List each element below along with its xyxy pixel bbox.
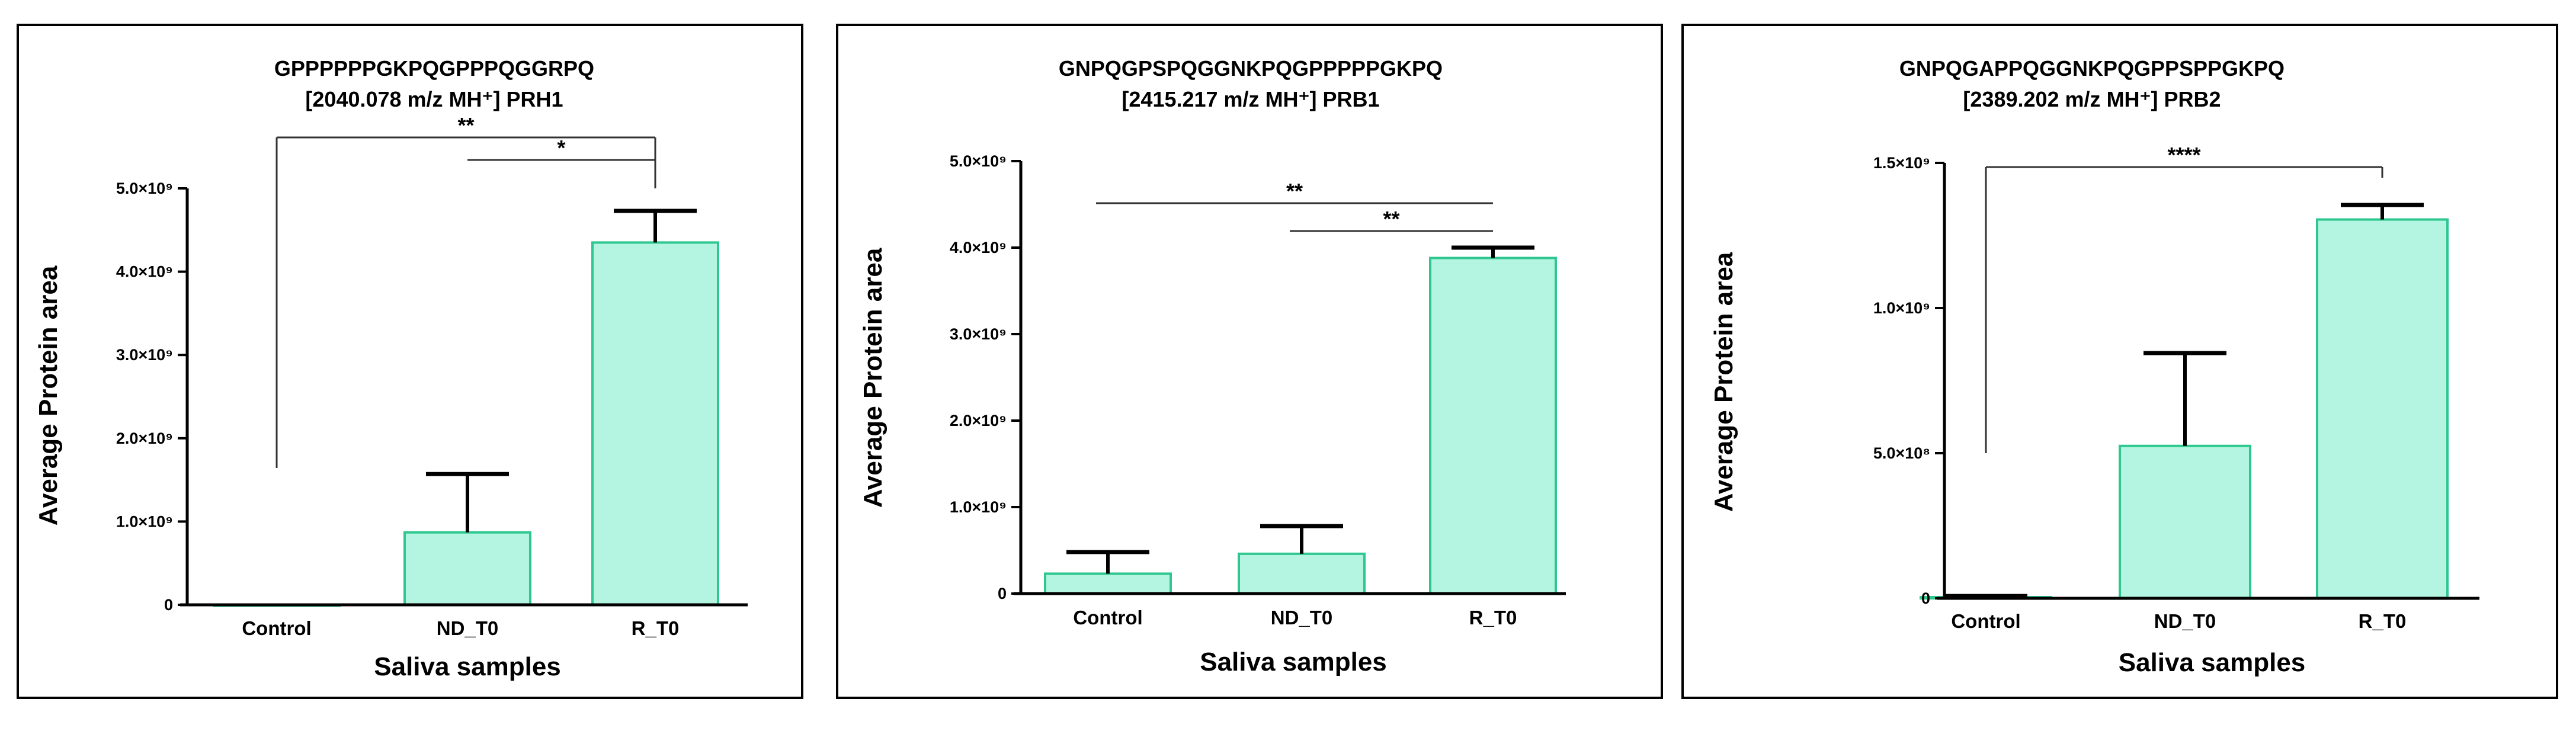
bar-nd-t0 <box>403 531 531 606</box>
y-tick-label: 4.0×10⁹ <box>116 263 173 281</box>
x-tick-label: ND_T0 <box>1271 607 1333 629</box>
significance-label: * <box>557 136 565 160</box>
x-tick-label: Control <box>1951 610 2020 632</box>
chart-title: GNPQGAPPQGGNKPQGPPSPPGKPQ <box>1899 56 2285 81</box>
bar-nd-t0 <box>1238 552 1366 595</box>
chart-panel-3: GNPQGAPPQGGNKPQGPPSPPGKPQ [2389.202 m/z M… <box>1681 24 2558 699</box>
significance-label: ** <box>1383 207 1399 231</box>
panel-frame <box>1681 24 2558 699</box>
chart-title: GPPPPPPGKPQGPPPQGGRPQ <box>274 56 594 81</box>
bar-control <box>1044 572 1172 595</box>
x-tick-label: ND_T0 <box>437 617 499 639</box>
y-tick-label: 0 <box>1921 589 1930 607</box>
chart-subtitle: [2040.078 m/z MH⁺] PRH1 <box>305 87 563 111</box>
panel-frame <box>836 24 1663 699</box>
chart-panel-2: GNPQGPSPQGGNKPQGPPPPPGKPQ [2415.217 m/z M… <box>836 24 1663 699</box>
significance-label: **** <box>2167 143 2200 167</box>
x-tick-label: ND_T0 <box>2154 610 2216 632</box>
y-tick-label: 1.5×10⁹ <box>1873 154 1930 172</box>
y-axis-label: Average Protein area <box>34 265 63 525</box>
y-tick-label: 5.0×10⁸ <box>1873 444 1930 462</box>
chart-subtitle: [2389.202 m/z MH⁺] PRB2 <box>1963 87 2221 111</box>
y-tick-label: 0 <box>998 585 1007 602</box>
x-tick-label: R_T0 <box>632 617 680 639</box>
y-tick-label: 3.0×10⁹ <box>950 325 1007 343</box>
chart-panel-1: GPPPPPPGKPQGPPPQGGRPQ [2040.078 m/z MH⁺] … <box>17 24 803 699</box>
x-tick-label: Control <box>242 617 311 639</box>
y-tick-label: 2.0×10⁹ <box>116 429 173 447</box>
x-axis-label: Saliva samples <box>374 652 561 681</box>
y-axis-label: Average Protein area <box>1709 252 1738 512</box>
significance-label: ** <box>457 113 474 137</box>
bar-r-t0 <box>2316 218 2449 599</box>
x-axis-label: Saliva samples <box>2119 648 2306 677</box>
bar-r-t0 <box>591 241 719 606</box>
x-axis-label: Saliva samples <box>1200 647 1387 677</box>
significance-label: ** <box>1286 179 1303 203</box>
bar-r-t0 <box>1429 257 1557 595</box>
bar-nd-t0 <box>2119 444 2251 599</box>
y-tick-label: 1.0×10⁹ <box>950 498 1007 516</box>
y-tick-label: 2.0×10⁹ <box>950 412 1007 429</box>
y-axis-label: Average Protein area <box>858 248 887 508</box>
y-tick-label: 3.0×10⁹ <box>116 346 173 364</box>
x-tick-label: R_T0 <box>1469 607 1517 629</box>
y-tick-label: 4.0×10⁹ <box>950 239 1007 257</box>
y-tick-label: 0 <box>164 596 173 614</box>
x-tick-label: R_T0 <box>2359 610 2407 632</box>
y-tick-label: 1.0×10⁹ <box>1873 299 1930 317</box>
chart-title: GNPQGPSPQGGNKPQGPPPPPGKPQ <box>1059 56 1443 81</box>
panel-frame <box>17 24 803 699</box>
y-tick-label: 1.0×10⁹ <box>116 512 173 530</box>
x-tick-label: Control <box>1073 607 1142 629</box>
chart-subtitle: [2415.217 m/z MH⁺] PRB1 <box>1122 87 1379 111</box>
y-tick-label: 5.0×10⁹ <box>950 152 1007 170</box>
y-tick-label: 5.0×10⁹ <box>116 179 173 197</box>
